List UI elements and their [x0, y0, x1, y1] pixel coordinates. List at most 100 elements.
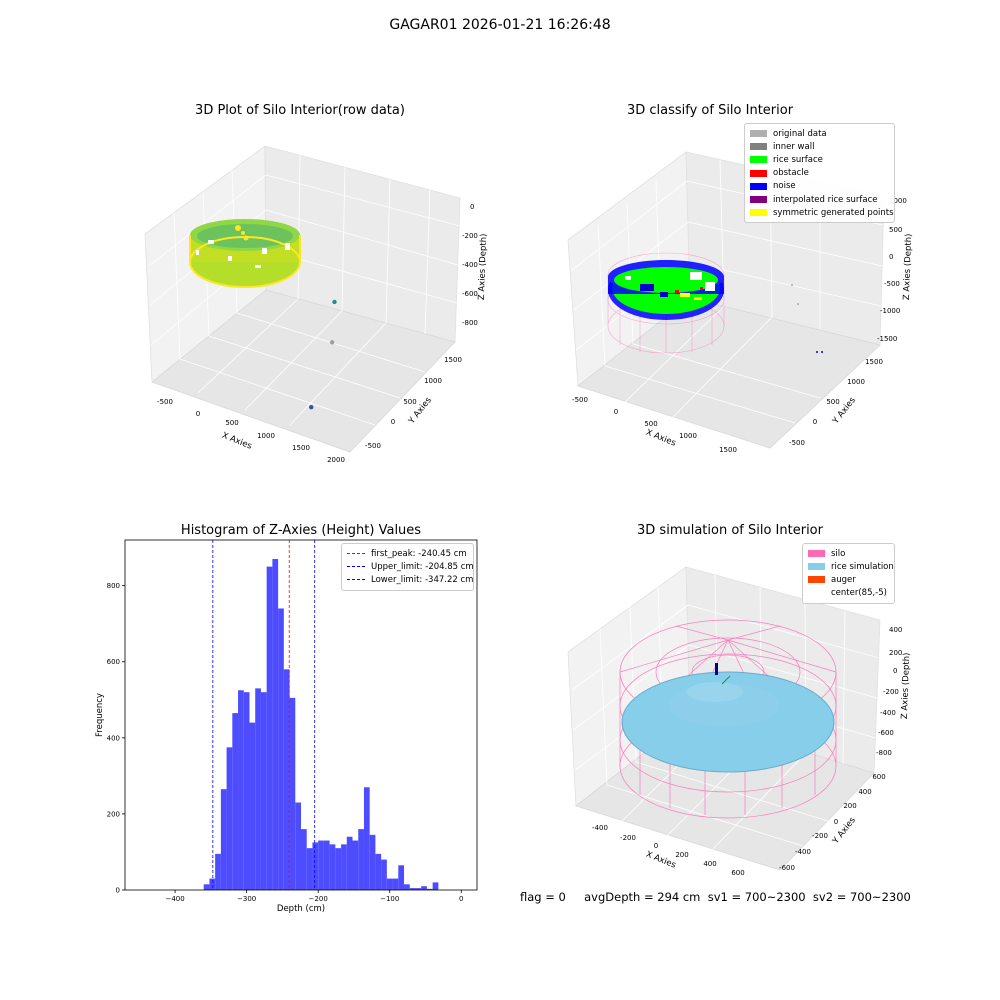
hist-bar	[283, 669, 290, 890]
sim-title: 3D simulation of Silo Interior	[637, 523, 823, 538]
hist-bar	[398, 865, 405, 890]
legend-swatch	[750, 156, 767, 164]
raw-pane-floor	[151, 289, 456, 453]
legend-line	[347, 553, 365, 555]
legend-label: original data	[773, 128, 827, 139]
sim-y-tick: 0	[834, 818, 838, 826]
sim-z-tick: -600	[878, 729, 894, 737]
classify-z-tick: 0	[889, 253, 893, 261]
sim-y-tick: 600	[872, 773, 885, 781]
raw-pane-back	[264, 145, 461, 343]
hist-bar	[255, 688, 261, 890]
hist-bar	[243, 692, 250, 890]
hist-bars	[203, 559, 439, 890]
sim-z-label: Z Axies (Depth)	[900, 652, 912, 719]
raw-z-tick: -800	[462, 319, 478, 327]
legend-swatch	[750, 182, 767, 190]
sim-y-tick: 200	[843, 802, 856, 810]
raw-y-tick: 500	[403, 398, 416, 406]
legend-entry: original data	[750, 127, 889, 140]
sim-x-tick: 600	[731, 869, 744, 877]
hist-bar	[289, 697, 296, 890]
hist-bar	[426, 888, 433, 890]
legend-swatch	[808, 576, 825, 584]
legend-swatch	[808, 563, 825, 571]
classify-x-tick: -500	[572, 396, 588, 404]
hist-bar	[421, 886, 427, 890]
legend-entry: obstacle	[750, 167, 889, 180]
classify-z-label: Z Axies (Depth)	[902, 233, 914, 300]
hist-bar	[363, 787, 370, 890]
hist-y-tick: 0	[116, 887, 120, 895]
sim-silo-mesh	[619, 619, 837, 819]
legend-entry: Upper_limit: -204.85 cm	[347, 560, 474, 573]
legend-entry: interpolated rice surface	[750, 193, 889, 206]
sim-x-tick: 200	[675, 851, 688, 859]
status-text: flag = 0 avgDepth = 294 cm sv1 = 700~230…	[520, 890, 911, 904]
hist-bar	[341, 844, 347, 890]
hist-bar	[266, 566, 273, 890]
raw-x-tick: 500	[225, 419, 238, 427]
hist-bar	[381, 859, 387, 890]
legend-label: obstacle	[773, 168, 809, 179]
hist-x-label: Depth (cm)	[277, 904, 325, 914]
hist-bar	[220, 789, 227, 890]
legend-entry: rice simulation	[808, 560, 894, 573]
legend-label: Upper_limit: -204.85 cm	[371, 561, 474, 572]
legend-swatch	[750, 209, 767, 217]
hist-bar	[238, 690, 244, 890]
hist-bar	[369, 834, 376, 890]
raw-plot-title: 3D Plot of Silo Interior(row data)	[195, 103, 405, 118]
legend-swatch	[750, 196, 767, 204]
hist-legend: first_peak: -240.45 cm Upper_limit: -204…	[341, 543, 474, 591]
hist-y-label: Frequency	[95, 693, 105, 737]
legend-label: rice surface	[773, 154, 823, 165]
legend-swatch	[808, 550, 825, 558]
hist-x-tick: −400	[165, 895, 184, 903]
sim-auger	[715, 663, 731, 685]
hist-x-tick: −100	[380, 895, 399, 903]
hist-bar	[432, 882, 439, 890]
classify-z-tick: -500	[884, 280, 900, 288]
hist-bar	[215, 853, 221, 890]
hist-y-tick: 400	[107, 734, 120, 742]
legend-entry: auger	[808, 573, 889, 586]
hist-bar	[409, 888, 416, 890]
legend-label: symmetric generated points	[773, 207, 894, 218]
sim-z-tick: -400	[880, 709, 896, 717]
hist-x-tick: 0	[459, 895, 463, 903]
classify-z-tick: 500	[889, 226, 902, 234]
hist-y-tick: 200	[107, 810, 120, 818]
raw-z-tick: -200	[462, 232, 478, 240]
sim-y-tick: -400	[795, 848, 811, 856]
legend-line	[347, 566, 365, 568]
sim-y-tick: -600	[779, 864, 795, 872]
classify-x-tick: 1000	[679, 432, 697, 440]
classify-y-tick: 500	[826, 398, 839, 406]
sim-legend: silo rice simulation auger center(85,-5)	[802, 543, 895, 604]
sim-z-tick: 400	[889, 626, 902, 634]
legend-swatch	[808, 590, 825, 597]
raw-grid	[149, 154, 461, 426]
hist-bar	[272, 559, 279, 890]
classify-y-tick: 1500	[865, 358, 883, 366]
classify-x-tick: 500	[644, 420, 657, 428]
hist-bar	[306, 848, 313, 890]
hist-x-tick: −300	[237, 895, 256, 903]
hist-frame	[124, 539, 478, 891]
legend-label: center(85,-5)	[831, 588, 887, 599]
sim-z-tick: 0	[893, 667, 897, 675]
classify-z-tick: -1500	[877, 335, 897, 343]
sim-grid	[571, 574, 880, 853]
raw-y-label: Y Axies	[406, 395, 434, 427]
hist-bar	[415, 888, 422, 890]
sim-z-tick: -800	[876, 749, 892, 757]
sim-z-tick: -200	[883, 688, 899, 696]
classify-pane-left	[567, 151, 691, 387]
hist-y-tick: 800	[107, 582, 120, 590]
raw-z-label: Z Axies (Depth)	[477, 233, 489, 300]
hist-y-tick: 600	[107, 658, 120, 666]
sim-rice-surface	[621, 671, 835, 773]
hist-bar	[260, 692, 267, 890]
classify-y-tick: 0	[813, 418, 817, 426]
